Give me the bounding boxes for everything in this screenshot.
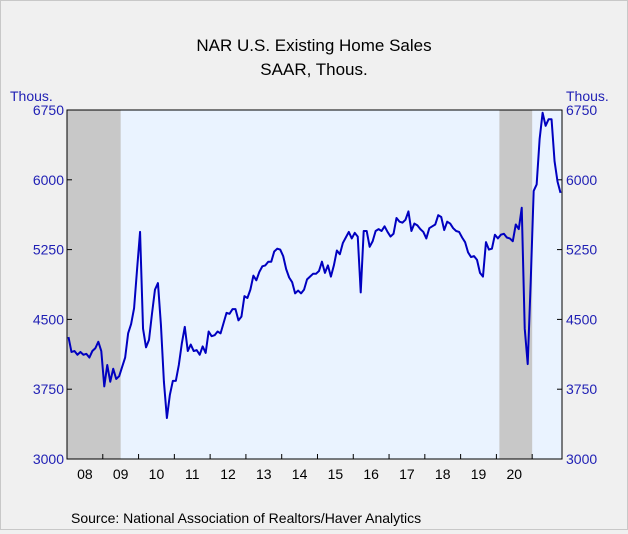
x-tick-label: 16	[363, 466, 379, 482]
x-tick-label: 14	[292, 466, 308, 482]
x-tick-label: 19	[471, 466, 487, 482]
y-tick-label-left: 6000	[33, 172, 64, 188]
y-tick-label-right: 5250	[566, 242, 597, 258]
y-tick-label-right: 6750	[566, 102, 597, 118]
recession-band-1	[67, 110, 121, 459]
source-note: Source: National Association of Realtors…	[71, 510, 421, 526]
chart-subtitle: SAAR, Thous.	[260, 60, 367, 79]
y-tick-label-left: 3750	[33, 381, 64, 397]
y-tick-label-left: 5250	[33, 242, 64, 258]
x-tick-labels: 08 09 10 11 12 13 14 15 16 17 18 19 20	[77, 466, 522, 482]
x-tick-label: 13	[256, 466, 272, 482]
y-tick-label-left: 4500	[33, 311, 64, 327]
y-tick-label-right: 6000	[566, 172, 597, 188]
y-tick-label-right: 3750	[566, 381, 597, 397]
x-tick-label: 12	[220, 466, 236, 482]
y-tick-labels: 3000 3000 3750 3750 4500 4500 5250 5250 6000 6000…	[33, 102, 598, 467]
series-line	[67, 111, 562, 420]
x-tick-label: 15	[328, 466, 344, 482]
plot-area	[67, 110, 562, 459]
recession-shading-layer	[67, 110, 533, 459]
x-tick-label: 10	[149, 466, 165, 482]
right-units-label: Thous.	[566, 88, 609, 104]
y-tick-label-left: 3000	[33, 451, 64, 467]
y-tick-label-right: 4500	[566, 311, 597, 327]
series-line-layer	[67, 111, 562, 420]
plot-border	[66, 109, 563, 460]
x-tick-label: 17	[399, 466, 415, 482]
y-tick-label-left: 6750	[33, 102, 64, 118]
x-tick-label: 11	[185, 466, 200, 482]
y-tick-label-right: 3000	[566, 451, 597, 467]
recession-band-2	[499, 110, 533, 459]
left-units-label: Thous.	[10, 88, 53, 104]
chart-title: NAR U.S. Existing Home Sales	[196, 36, 431, 55]
x-tick-label: 08	[77, 466, 93, 482]
x-tick-label: 20	[507, 466, 523, 482]
x-tick-label: 09	[113, 466, 129, 482]
x-tick-label: 18	[435, 466, 451, 482]
